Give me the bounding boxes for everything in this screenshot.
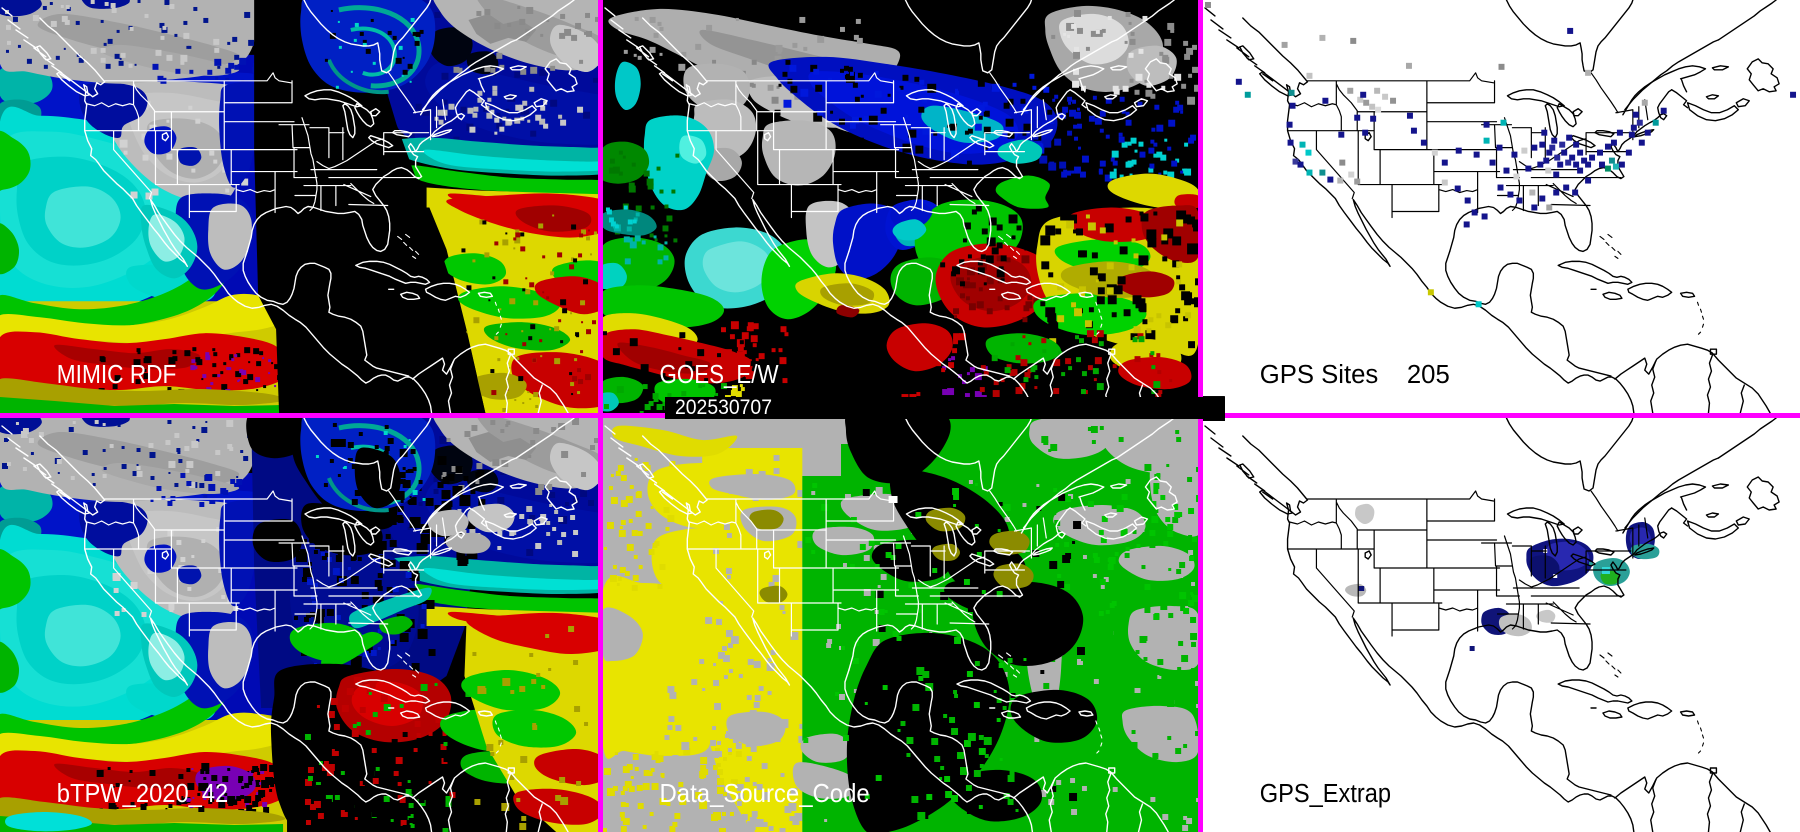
svg-text:Data_Source_Code: Data_Source_Code: [660, 780, 870, 808]
svg-text:MIMIC RDF: MIMIC RDF: [57, 361, 177, 389]
svg-text:202530707: 202530707: [675, 397, 772, 419]
svg-text:GPS_Extrap: GPS_Extrap: [1260, 780, 1391, 808]
svg-text:bTPW_2020_42: bTPW_2020_42: [57, 780, 228, 808]
svg-text:GPS Sites 205: GPS Sites 205: [1260, 361, 1450, 389]
svg-text:GOES_E/W: GOES_E/W: [660, 361, 780, 389]
